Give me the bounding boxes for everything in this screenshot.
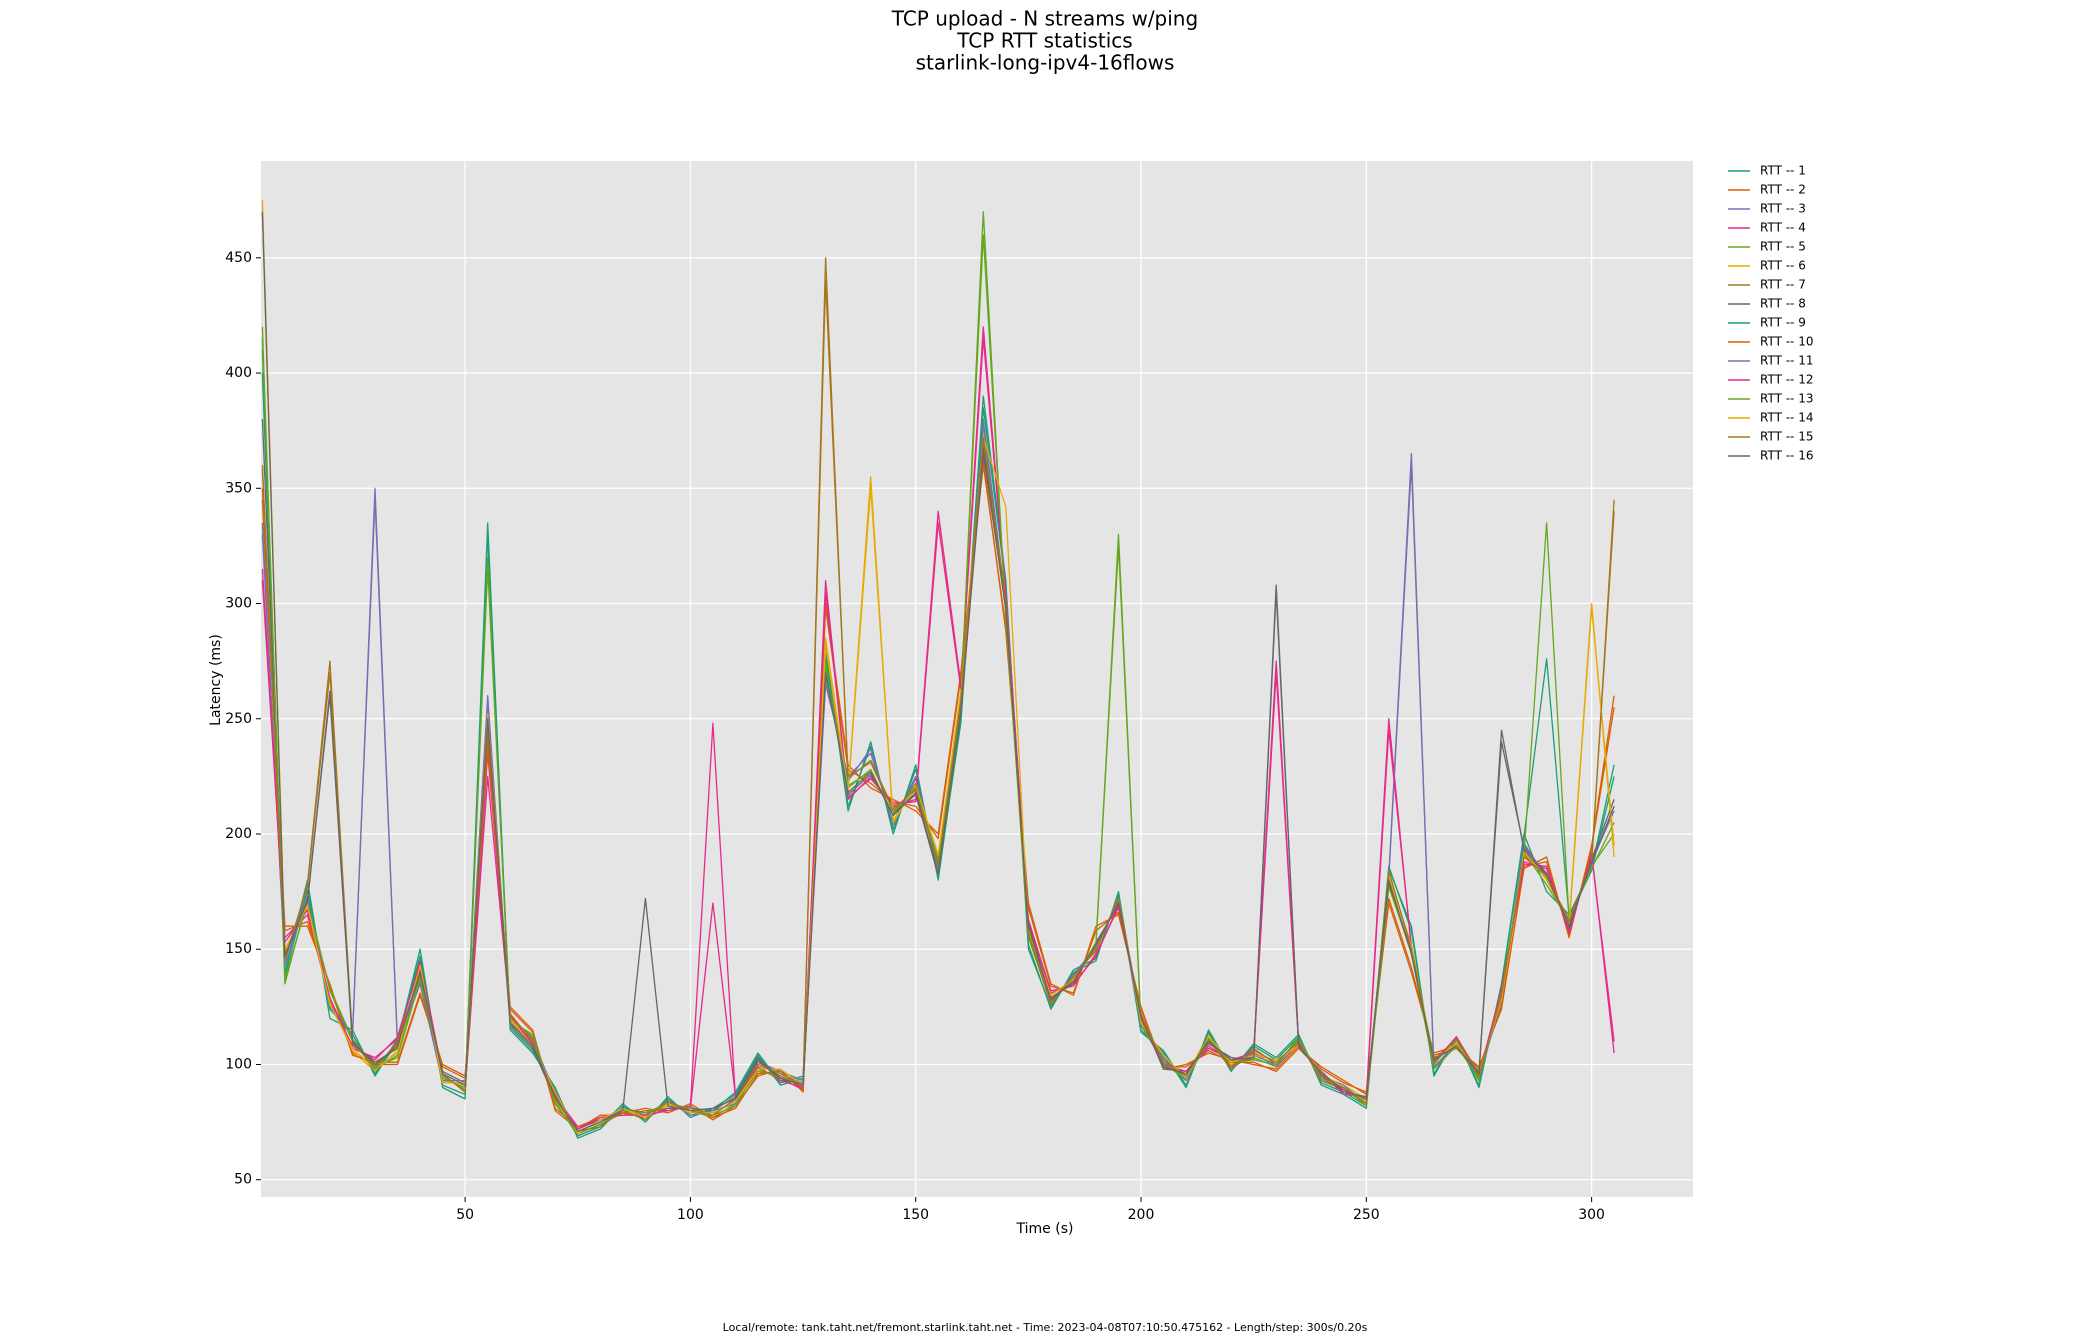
footnote: Local/remote: tank.taht.net/fremont.star… [723,1321,1368,1334]
x-tick-label: 50 [456,1207,474,1223]
legend-label: RTT -- 13 [1760,392,1813,406]
legend-label: RTT -- 16 [1760,449,1813,463]
y-tick-label: 150 [225,941,252,957]
legend-label: RTT -- 10 [1760,335,1813,349]
x-axis-label: Time (s) [1016,1221,1074,1237]
legend-label: RTT -- 7 [1760,278,1806,292]
x-tick-label: 300 [1578,1207,1605,1223]
chart-subtitle: TCP RTT statistics [956,29,1132,53]
legend-label: RTT -- 9 [1760,316,1806,330]
y-axis-label: Latency (ms) [208,634,224,726]
legend-label: RTT -- 2 [1760,183,1806,197]
legend-label: RTT -- 15 [1760,430,1813,444]
y-tick-label: 50 [234,1172,252,1188]
legend-label: RTT -- 1 [1760,164,1806,178]
chart-subtitle: starlink-long-ipv4-16flows [916,51,1175,75]
x-tick-label: 150 [902,1207,929,1223]
y-tick-label: 400 [225,365,252,381]
legend-label: RTT -- 11 [1760,354,1813,368]
plot-area [261,161,1693,1197]
y-tick-label: 300 [225,596,252,612]
legend-label: RTT -- 8 [1760,297,1806,311]
legend-label: RTT -- 12 [1760,373,1813,387]
y-tick-label: 350 [225,480,252,496]
series-line [261,459,1615,1128]
legend-label: RTT -- 5 [1760,240,1806,254]
x-tick-label: 100 [677,1207,704,1223]
chart-title: TCP upload - N streams w/ping [891,7,1198,31]
y-tick-label: 250 [225,711,252,727]
legend-label: RTT -- 6 [1760,259,1806,273]
legend-label: RTT -- 14 [1760,411,1813,425]
x-tick-label: 250 [1353,1207,1380,1223]
series-line [261,337,1615,1130]
series-line [261,211,1615,1132]
y-tick-label: 100 [225,1056,252,1072]
legend-label: RTT -- 3 [1760,202,1806,216]
y-tick-label: 450 [225,250,252,266]
x-tick-label: 200 [1128,1207,1155,1223]
legend-label: RTT -- 4 [1760,221,1806,235]
series-line [261,211,1615,1135]
y-tick-label: 200 [225,826,252,842]
